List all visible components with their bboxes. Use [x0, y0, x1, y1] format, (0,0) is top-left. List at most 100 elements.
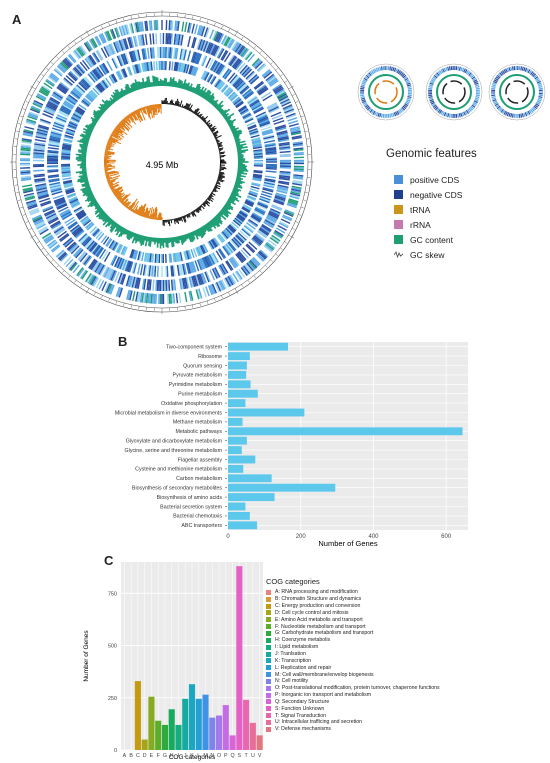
legend-item-rrna: rRNA [394, 217, 526, 232]
category-label: Pyrimidine metabolism [169, 382, 223, 388]
scale-tick [46, 68, 49, 71]
scale-tick [74, 41, 77, 45]
legend-item-gc-skew: GC skew [394, 247, 526, 262]
scale-tick [108, 298, 110, 302]
feature-ring-2 [33, 33, 291, 291]
bar [228, 493, 275, 502]
bar [228, 370, 247, 379]
cog-legend-swatch [266, 713, 271, 719]
scale-tick [234, 30, 239, 36]
cog-legend-swatch [266, 665, 271, 671]
category-label: Microbial metabolism in diverse environm… [115, 410, 223, 416]
legend-label: positive CDS [410, 174, 460, 185]
x-tick-label: O [217, 753, 221, 759]
bar [148, 696, 155, 750]
x-tick-label: A [123, 753, 127, 759]
bar [228, 399, 246, 408]
x-tick-label: C [136, 753, 140, 759]
legend-item-trna: tRNA [394, 202, 526, 217]
cog-legend-label: U: Intracellular trafficing and secretio… [275, 719, 362, 726]
genome-thumbnails [357, 63, 546, 121]
cog-legend-item: E: Amino Acid metabolis and transport [266, 616, 546, 623]
category-label: Cysteine and methionine metabolism [135, 467, 222, 473]
scale-tick [304, 192, 308, 194]
scale-tick [20, 206, 24, 209]
scale-tick [29, 94, 33, 96]
scale-tick [270, 62, 273, 65]
swatch-gc-content [394, 235, 403, 244]
genome-thumbnail-3 [488, 63, 546, 121]
cog-legend-label: G: Carbohydrate metabolism and transport [275, 630, 374, 637]
bar [228, 446, 242, 455]
scale-tick [291, 228, 295, 230]
bar [195, 698, 202, 750]
bar [182, 698, 189, 750]
bar [228, 389, 258, 398]
x-tick-label: G [163, 753, 167, 759]
bar [228, 427, 463, 436]
cog-legend-item: J: Tranlsation [266, 651, 546, 658]
cog-legend-label: E: Amino Acid metabolis and transport [275, 616, 363, 623]
scale-tick [36, 241, 40, 244]
scale-tick [288, 234, 294, 239]
x-tick-labels: 0 200 400 600 [226, 534, 452, 540]
category-label: Metabolic pathways [175, 429, 222, 435]
cog-legend-label: M: Cell wall/membrane/envelop biogenesis [275, 671, 374, 678]
cog-legend-label: J: Tranlsation [275, 651, 306, 658]
bar [228, 408, 305, 417]
scale-tick [300, 206, 304, 209]
scale-tick [22, 214, 26, 216]
scale-tick [247, 279, 250, 283]
y-tick-label: 750 [108, 591, 117, 597]
scale-tick [241, 284, 244, 288]
x-tick-label: 600 [441, 534, 452, 540]
scale-tick [16, 130, 20, 132]
category-label: Biosynthesis of amino acids [157, 495, 223, 501]
scale-tick [265, 56, 268, 59]
scale-tick [228, 291, 230, 295]
category-label: Purine metabolism [178, 392, 222, 398]
cog-legend-swatch [266, 699, 271, 705]
cog-legend-label: Q: Secondary Structure [275, 698, 330, 705]
bar [228, 417, 243, 426]
category-label: Methane metabolism [173, 420, 223, 426]
cog-legend-label: V: Defense mechanisms [275, 726, 332, 733]
feature-ring-1 [20, 20, 304, 304]
plot-background [228, 342, 468, 530]
category-label: Oxidative phosphorylation [161, 401, 222, 407]
x-tick-label: P [224, 753, 228, 759]
scale-tick [41, 74, 45, 77]
cog-legend-label: C: Energy production and conversion [275, 603, 361, 610]
scale-tick [85, 288, 90, 294]
cog-legend-label: A: RNA processing and modification [275, 589, 358, 596]
scale-tick [25, 221, 29, 223]
y-tick-labels: 0 250 500 750 [108, 591, 117, 754]
cog-legend-swatch [266, 624, 271, 630]
scale-tick [221, 295, 223, 299]
category-label: Bacterial chemotaxis [173, 514, 222, 520]
swatch-positive-cds [394, 175, 403, 184]
x-tick-label: F [157, 753, 161, 759]
scale-tick [298, 108, 302, 110]
cog-legend-swatch [266, 603, 271, 609]
bar [256, 735, 263, 750]
cog-legend-label: D: Cell cycle control and mitosis [275, 609, 349, 616]
cog-legend-item: C: Energy production and conversion [266, 603, 546, 610]
cog-legend-label: P: Inorganic ion transport and metabolis… [275, 692, 372, 699]
x-tick-label: E [150, 753, 154, 759]
bar [168, 709, 175, 750]
scale-tick [199, 18, 201, 22]
scale-tick [30, 234, 36, 239]
scale-tick [253, 46, 256, 49]
bar [228, 342, 288, 351]
feature-ring-4 [61, 60, 264, 264]
cog-legend-item: D: Cell cycle control and mitosis [266, 610, 546, 617]
category-label: Biosynthesis of secondary metabolites [132, 486, 222, 492]
scale-tick [298, 214, 302, 216]
swatch-trna [394, 205, 403, 214]
category-label: Glycine, serine and threonine metabolism [125, 448, 223, 454]
genome-circular-map: 4.95 Mb [10, 10, 546, 314]
gc-content-ring [75, 75, 249, 249]
panel-label-b: B [118, 334, 128, 349]
scale-tick [101, 25, 103, 29]
